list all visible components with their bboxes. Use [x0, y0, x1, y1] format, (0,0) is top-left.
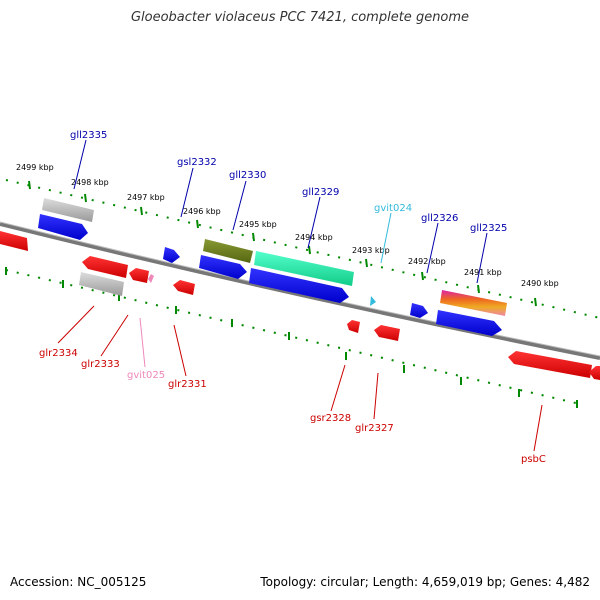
gene-arrow-left-edge[interactable] [0, 231, 28, 251]
gene-label-glr2327[interactable]: glr2327 [355, 423, 394, 434]
gene-label-gll2329[interactable]: gll2329 [302, 187, 339, 198]
gene-arrow-right-edge[interactable] [589, 366, 600, 380]
gene-arrow-glr2334[interactable] [82, 256, 128, 278]
gene-label-gll2335[interactable]: gll2335 [70, 130, 107, 141]
gene-arrow-gll2329[interactable] [249, 268, 349, 303]
gene-arrow-gvit024[interactable] [370, 296, 376, 306]
gene-arrow-gsr2328[interactable] [347, 320, 360, 333]
reverse-genes [0, 231, 600, 380]
kbp-label: 2495 kbp [239, 220, 277, 229]
gene-arrow-gll2330[interactable] [199, 255, 247, 279]
gene-arrow-glr2331[interactable] [173, 280, 195, 295]
gene-arrow-gsl2332[interactable] [163, 247, 180, 263]
gene-label-gvit025[interactable]: gvit025 [127, 370, 165, 381]
upper-ruler-ticks [28, 180, 537, 307]
gene-arrow-gvit025[interactable] [148, 274, 154, 283]
kbp-label: 2496 kbp [183, 207, 221, 216]
gene-arrow-teal[interactable] [254, 251, 354, 286]
gene-label-glr2333[interactable]: glr2333 [81, 359, 120, 370]
accession-text: Accession: NC_005125 [10, 575, 147, 589]
gene-arrow-glr2327[interactable] [374, 325, 400, 341]
gene-arrow-striped[interactable] [440, 290, 507, 316]
kbp-label: 2494 kbp [295, 233, 333, 242]
reverse-leader-lines [57, 305, 543, 452]
gene-label-gll2326[interactable]: gll2326 [421, 213, 458, 224]
topology-text: Topology: circular; Length: 4,659,019 bp… [260, 575, 590, 589]
gene-arrow-gll2325[interactable] [436, 310, 502, 336]
gene-label-gsr2328[interactable]: gsr2328 [310, 413, 351, 424]
forward-gene-labels: gll2335 gsl2332 gll2330 gll2329 gvit024 … [70, 130, 507, 234]
gene-arrow-gll2326[interactable] [410, 303, 428, 318]
gene-label-gvit024[interactable]: gvit024 [374, 203, 412, 214]
gene-arrow-olive[interactable] [203, 239, 253, 263]
gene-arrow-glr2333-red[interactable] [129, 268, 149, 283]
reverse-gene-labels: glr2334 glr2333 gvit025 glr2331 gsr2328 … [39, 348, 546, 465]
gene-arrow-gll2335[interactable] [38, 214, 88, 240]
genome-title: Gloeobacter violaceus PCC 7421, complete… [130, 10, 470, 25]
kbp-labels: 2499 kbp 2498 kbp 2497 kbp 2496 kbp 2495… [16, 163, 559, 288]
gene-label-gll2330[interactable]: gll2330 [229, 170, 266, 181]
gene-label-glr2331[interactable]: glr2331 [168, 379, 207, 390]
gene-label-gll2325[interactable]: gll2325 [470, 223, 507, 234]
gene-label-glr2334[interactable]: glr2334 [39, 348, 78, 359]
gene-arrow-psbc[interactable] [508, 351, 592, 378]
gene-arrow-gray[interactable] [42, 198, 94, 222]
gene-label-gsl2332[interactable]: gsl2332 [177, 157, 217, 168]
kbp-label: 2491 kbp [464, 268, 502, 277]
kbp-label: 2493 kbp [352, 246, 390, 255]
gene-arrow-glr2333-gray[interactable] [79, 272, 124, 296]
forward-genes [38, 198, 507, 336]
kbp-label: 2492 kbp [408, 257, 446, 266]
kbp-label: 2499 kbp [16, 163, 54, 172]
kbp-label: 2497 kbp [127, 193, 165, 202]
kbp-label: 2490 kbp [521, 279, 559, 288]
gene-label-psbc[interactable]: psbC [521, 454, 546, 465]
forward-leader-lines [73, 139, 488, 284]
genome-backbone [0, 222, 600, 360]
kbp-label: 2498 kbp [71, 178, 109, 187]
